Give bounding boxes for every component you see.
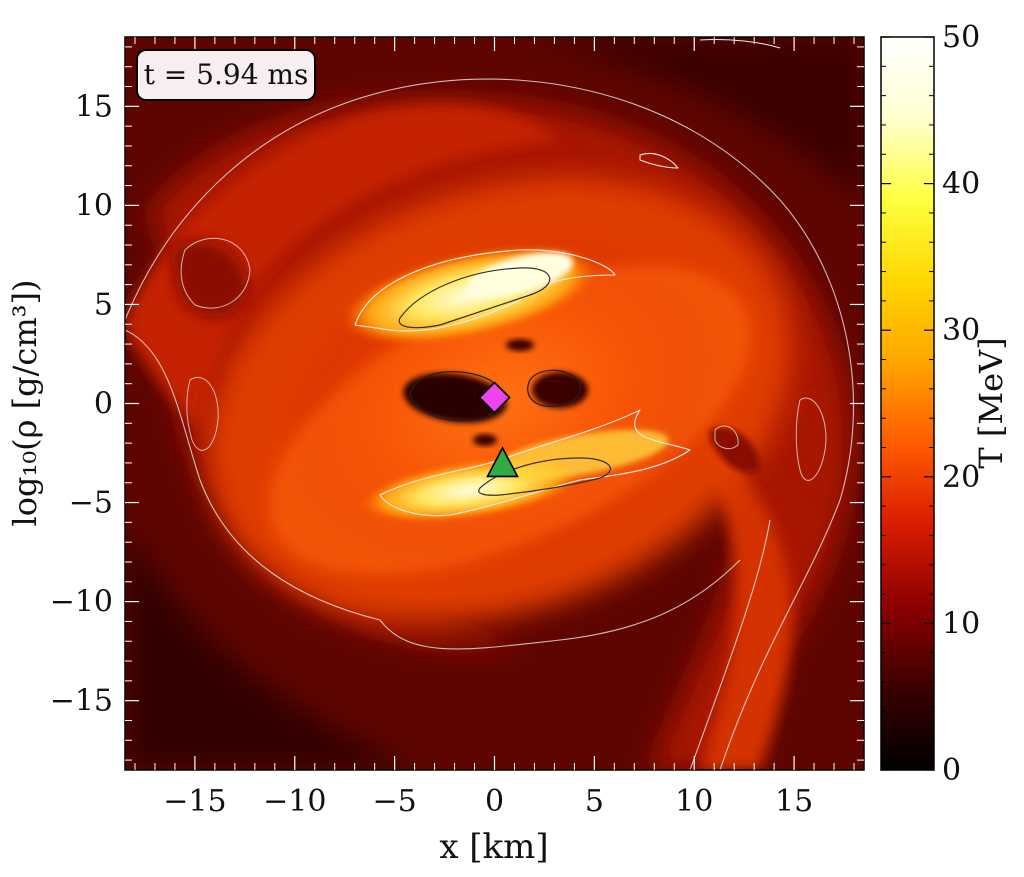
y-axis-label: log₁₀(ρ [g/cm³]): [6, 280, 44, 527]
contour-inner-upper: [398, 267, 551, 329]
x-tick-label: 0: [485, 784, 504, 819]
x-tick-label: 10: [675, 784, 713, 819]
density-contours: [125, 38, 855, 770]
colorbar-tick-label: 30: [942, 313, 980, 348]
x-tick-label: −10: [263, 784, 326, 819]
y-tick-label: −15: [50, 684, 113, 719]
contour-wisp-right: [714, 397, 827, 481]
contour-wisp-left: [180, 237, 251, 451]
y-tick-label: 0: [94, 387, 113, 422]
colorbar-gradient: [880, 36, 935, 771]
x-tick-label: 5: [585, 784, 604, 819]
x-tick-labels: −15 −10 −5 0 5 10 15: [163, 784, 813, 819]
time-annotation-text: t = 5.94 ms: [144, 58, 309, 91]
colorbar-ticks: 0 10 20 30 40 50: [881, 20, 980, 788]
colorbar-tick-label: 0: [942, 753, 961, 788]
time-annotation-box: [136, 49, 316, 101]
contour-mid: [354, 249, 616, 332]
colorbar-tick-label: 20: [942, 460, 980, 495]
y-tick-label: 10: [75, 188, 113, 223]
contour-top-wisp: [639, 38, 781, 169]
axis-ticks: [125, 37, 864, 770]
colorbar-tick-label: 50: [942, 20, 980, 55]
x-tick-label: 15: [775, 784, 813, 819]
colorbar-label: T [MeV]: [972, 337, 1010, 468]
diamond-marker: [478, 381, 511, 414]
y-tick-label: −5: [69, 486, 113, 521]
y-tick-label: 15: [75, 89, 113, 124]
contour-outer: [125, 78, 855, 770]
x-axis-label: x [km]: [439, 827, 548, 867]
colorbar-tick-label: 10: [942, 606, 980, 641]
x-tick-label: −15: [163, 784, 226, 819]
colorbar: 0 10 20 30 40 50 T [MeV]: [880, 20, 1010, 788]
colorbar-tick-label: 40: [942, 167, 980, 202]
markers-layer: [478, 381, 519, 478]
triangle-marker: [486, 446, 519, 478]
contour-inner-lower: [478, 457, 611, 496]
y-tick-label: 5: [94, 287, 113, 322]
y-tick-label: −10: [50, 585, 113, 620]
time-annotation: t = 5.94 ms: [136, 49, 316, 101]
y-tick-labels: −15 −10 −5 0 5 10 15: [50, 89, 113, 718]
x-tick-label: −5: [373, 784, 417, 819]
